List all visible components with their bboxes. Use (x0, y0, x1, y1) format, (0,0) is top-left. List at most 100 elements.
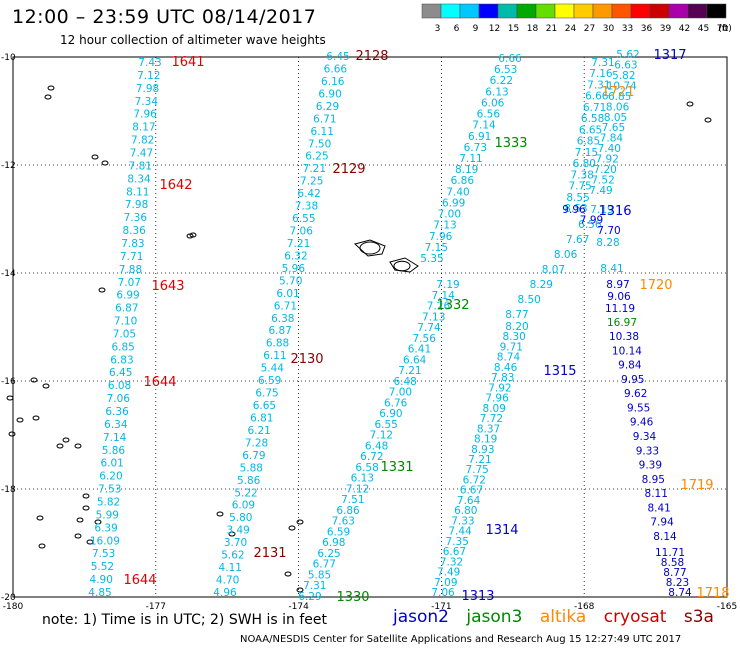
swh-value: 5.86 (237, 475, 261, 487)
credit-line: NOAA/NESDIS Center for Satellite Applica… (240, 634, 682, 645)
track-id-label: 2130 (290, 352, 323, 367)
swh-value: 5.82 (612, 70, 635, 82)
swh-value: 6.22 (490, 75, 513, 87)
swh-value: 6.16 (321, 76, 345, 88)
swh-value: 6.11 (311, 126, 334, 138)
swh-value: 8.58 (661, 557, 684, 569)
swh-value: 6.39 (94, 522, 117, 534)
swh-value: 7.98 (125, 199, 148, 211)
swh-value: 4.11 (219, 562, 242, 574)
swh-value: 4.85 (88, 587, 111, 599)
island-outline (76, 517, 84, 523)
swh-value: 7.16 (589, 68, 613, 80)
swh-value: 8.07 (542, 264, 565, 276)
swh-value: 7.38 (295, 201, 318, 213)
island-outline (686, 101, 694, 107)
swh-value: 6.11 (263, 350, 286, 362)
swh-value: 8.20 (505, 321, 528, 333)
swh-value: 6.73 (464, 142, 487, 154)
swh-value: 7.12 (137, 70, 160, 82)
swh-value: 6.99 (442, 197, 465, 209)
island-outline (296, 587, 304, 593)
swh-value: 7.20 (593, 164, 616, 176)
swh-value: 6.86 (451, 175, 475, 187)
swh-value: 7.13 (433, 220, 456, 232)
swh-value: 7.07 (118, 277, 141, 289)
swh-value: 7.35 (446, 536, 469, 548)
track-id-label: 1720 (639, 278, 672, 293)
swh-value: 7.92 (596, 154, 619, 166)
swh-value: 6.45 (326, 51, 349, 63)
map-frame (12, 56, 728, 598)
swh-value: 8.28 (596, 237, 619, 249)
swh-value: 7.09 (434, 577, 457, 589)
swh-value: 8.06 (606, 101, 630, 113)
swh-value: 7.50 (308, 138, 331, 150)
island-outline (74, 443, 82, 449)
island-outline (38, 543, 46, 549)
swh-value: 5.80 (229, 512, 252, 524)
swh-value: 7.28 (245, 437, 268, 449)
swh-value: 7.83 (491, 372, 514, 384)
swh-value: 6.75 (255, 388, 278, 400)
swh-value: 6.83 (110, 354, 133, 366)
lon-tick-label: -177 (146, 602, 166, 612)
swh-value: 5.96 (282, 263, 306, 275)
swh-value: 4.90 (90, 574, 113, 586)
footer-note: note: 1) Time is in UTC; 2) SWH is in fe… (42, 612, 328, 628)
swh-value: 8.53 (564, 203, 587, 215)
page-subtitle: 12 hour collection of altimeter wave hei… (60, 33, 326, 47)
swh-value: 8.34 (127, 173, 151, 185)
swh-value: 5.70 (279, 275, 302, 287)
swh-value: 7.63 (332, 516, 355, 528)
track-id-label: 1316 (598, 204, 631, 219)
lon-tick-label: -174 (288, 602, 309, 612)
swh-value: 6.45 (109, 367, 132, 379)
island-outline (288, 525, 296, 531)
island-outline (42, 383, 50, 389)
swh-value: 10.74 (607, 80, 637, 92)
island-outline (189, 232, 197, 238)
track-id-label: 1314 (485, 523, 518, 538)
swh-value: 7.75 (465, 464, 488, 476)
swh-value: 10.38 (609, 331, 639, 343)
swh-value: 7.34 (135, 96, 159, 108)
island-outline (82, 493, 90, 499)
swh-value: 7.53 (92, 548, 115, 560)
swh-value: 5.82 (97, 497, 120, 509)
swh-value: 8.74 (497, 352, 521, 364)
swh-value: 11.19 (605, 303, 635, 315)
swh-value: 7.21 (287, 238, 310, 250)
island-outline (44, 94, 52, 100)
swh-value: 6.58 (355, 462, 378, 474)
swh-value: 9.71 (500, 341, 523, 353)
lon-tick-label: -165 (717, 602, 737, 612)
swh-value: 6.71 (583, 102, 606, 114)
track-id-label: 2129 (332, 162, 365, 177)
swh-value: 8.06 (554, 249, 578, 261)
swh-value: 7.38 (571, 169, 594, 181)
swh-value: 6.55 (374, 419, 397, 431)
swh-value: 3.49 (226, 525, 249, 537)
swh-value: 8.41 (647, 502, 670, 514)
swh-value: 16.97 (607, 317, 637, 329)
swh-value: 16.09 (90, 535, 120, 547)
island-outline (16, 417, 24, 423)
track-id-label: 1718 (696, 586, 729, 601)
swh-value: 7.14 (432, 290, 456, 302)
swh-value: 7.44 (448, 526, 472, 538)
island-outline (94, 519, 102, 525)
swh-value: 7.84 (600, 133, 624, 145)
swh-value: 6.77 (313, 559, 336, 571)
swh-value: 8.17 (132, 122, 155, 134)
swh-value: 9.95 (621, 374, 644, 386)
swh-value: 6.65 (579, 124, 602, 136)
swh-value: 7.21 (468, 454, 491, 466)
lat-tick-label: -16 (1, 377, 16, 387)
swh-value: 8.41 (600, 263, 623, 275)
swh-value: 7.06 (290, 226, 314, 238)
swh-value: 7.32 (440, 556, 463, 568)
swh-value: 7.40 (598, 143, 621, 155)
island-outline (47, 85, 55, 91)
